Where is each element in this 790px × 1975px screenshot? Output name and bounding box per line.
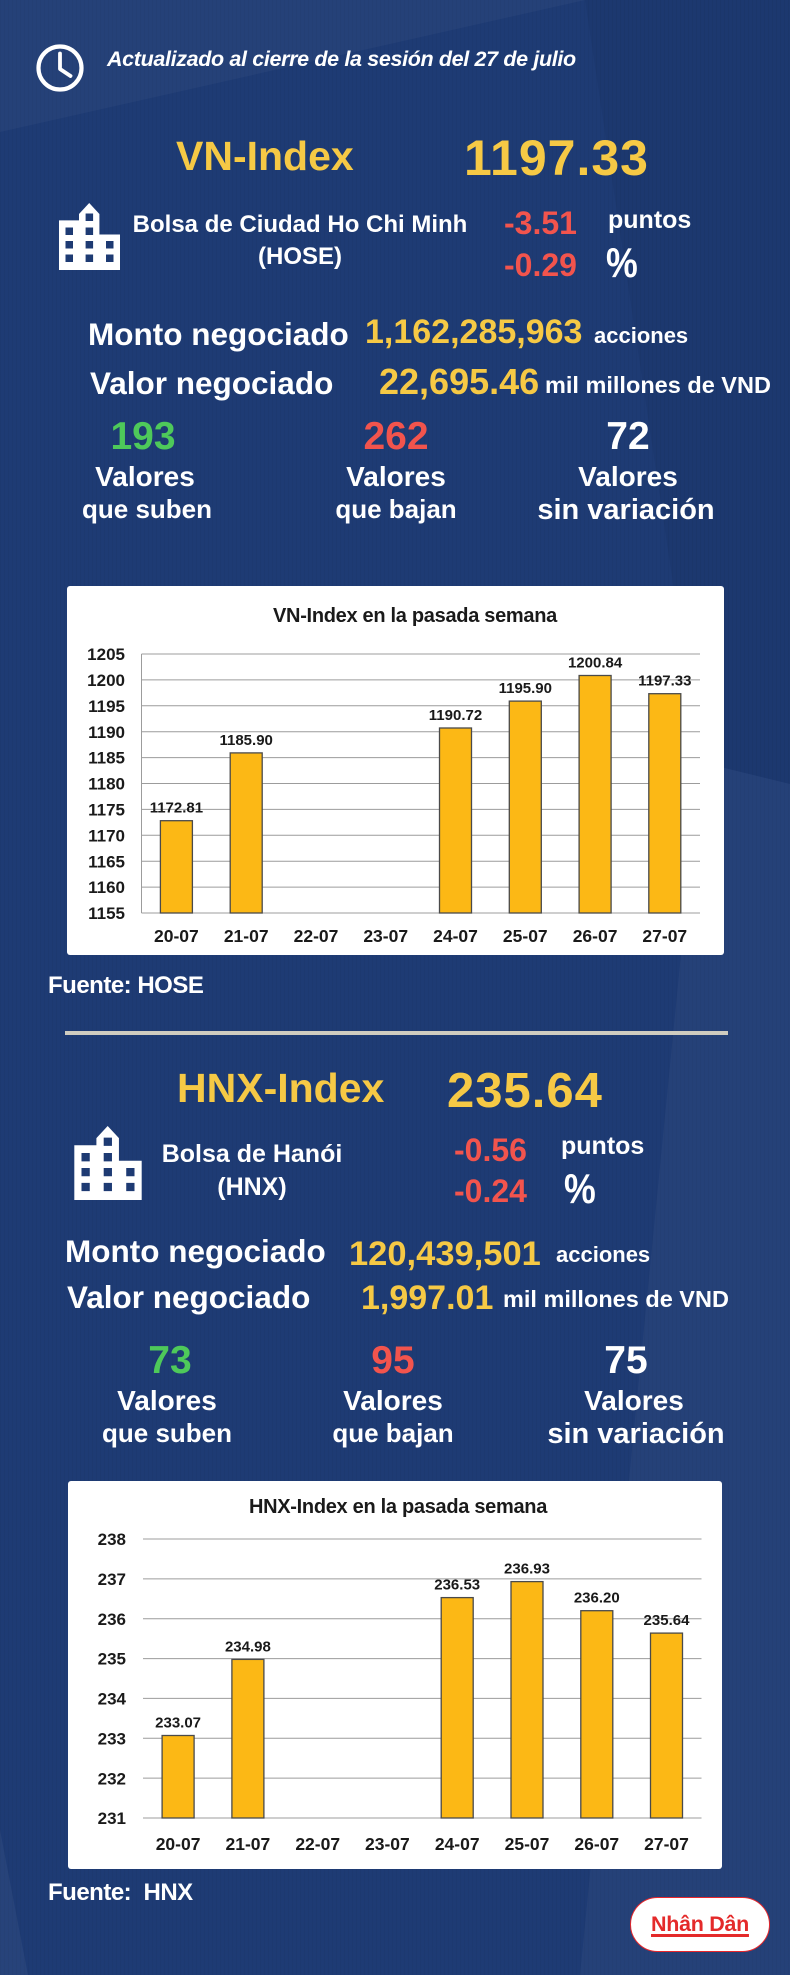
svg-text:1197.33: 1197.33	[638, 673, 691, 690]
svg-text:235: 235	[98, 1650, 126, 1669]
svg-text:236.53: 236.53	[434, 1577, 480, 1594]
svg-text:VN-Index en la pasada semana: VN-Index en la pasada semana	[273, 605, 558, 627]
svg-text:24-07: 24-07	[435, 1834, 480, 1854]
svg-text:1195.90: 1195.90	[499, 680, 552, 697]
svg-text:1190.72: 1190.72	[429, 707, 482, 724]
svg-text:234: 234	[98, 1690, 127, 1709]
svg-text:1185: 1185	[88, 749, 125, 768]
svg-text:23-07: 23-07	[363, 926, 408, 946]
svg-text:20-07: 20-07	[154, 926, 199, 946]
svg-text:1195: 1195	[88, 697, 125, 716]
svg-text:236.20: 236.20	[574, 1590, 620, 1607]
svg-text:20-07: 20-07	[156, 1834, 201, 1854]
svg-text:1155: 1155	[88, 904, 125, 923]
svg-text:1170: 1170	[88, 826, 125, 845]
svg-text:231: 231	[98, 1809, 126, 1828]
svg-text:1190: 1190	[88, 723, 125, 742]
svg-text:26-07: 26-07	[573, 926, 618, 946]
svg-text:23-07: 23-07	[365, 1834, 410, 1854]
svg-text:236.93: 236.93	[504, 1561, 550, 1578]
svg-text:1185.90: 1185.90	[219, 732, 272, 749]
svg-text:HNX-Index en la pasada semana: HNX-Index en la pasada semana	[249, 1496, 548, 1518]
svg-text:237: 237	[98, 1570, 126, 1589]
svg-text:1200.84: 1200.84	[568, 655, 623, 672]
svg-text:27-07: 27-07	[642, 926, 687, 946]
svg-text:234.98: 234.98	[225, 1638, 271, 1655]
svg-text:1205: 1205	[87, 645, 125, 664]
svg-text:1160: 1160	[88, 878, 125, 897]
svg-text:22-07: 22-07	[295, 1834, 340, 1854]
svg-text:1172.81: 1172.81	[150, 800, 203, 817]
svg-text:26-07: 26-07	[574, 1834, 619, 1854]
svg-text:238: 238	[98, 1530, 126, 1549]
svg-text:21-07: 21-07	[224, 926, 269, 946]
svg-text:232: 232	[98, 1769, 126, 1788]
svg-text:1165: 1165	[88, 852, 125, 871]
svg-text:25-07: 25-07	[503, 926, 548, 946]
svg-text:27-07: 27-07	[644, 1834, 689, 1854]
svg-text:1180: 1180	[88, 775, 125, 794]
svg-text:24-07: 24-07	[433, 926, 478, 946]
svg-text:236: 236	[98, 1610, 126, 1629]
svg-text:22-07: 22-07	[294, 926, 339, 946]
svg-text:235.64: 235.64	[644, 1612, 691, 1629]
svg-text:233: 233	[98, 1729, 126, 1748]
svg-text:25-07: 25-07	[505, 1834, 550, 1854]
svg-text:1175: 1175	[88, 801, 125, 820]
svg-text:233.07: 233.07	[155, 1715, 201, 1732]
svg-text:21-07: 21-07	[226, 1834, 271, 1854]
svg-text:1200: 1200	[87, 671, 125, 690]
